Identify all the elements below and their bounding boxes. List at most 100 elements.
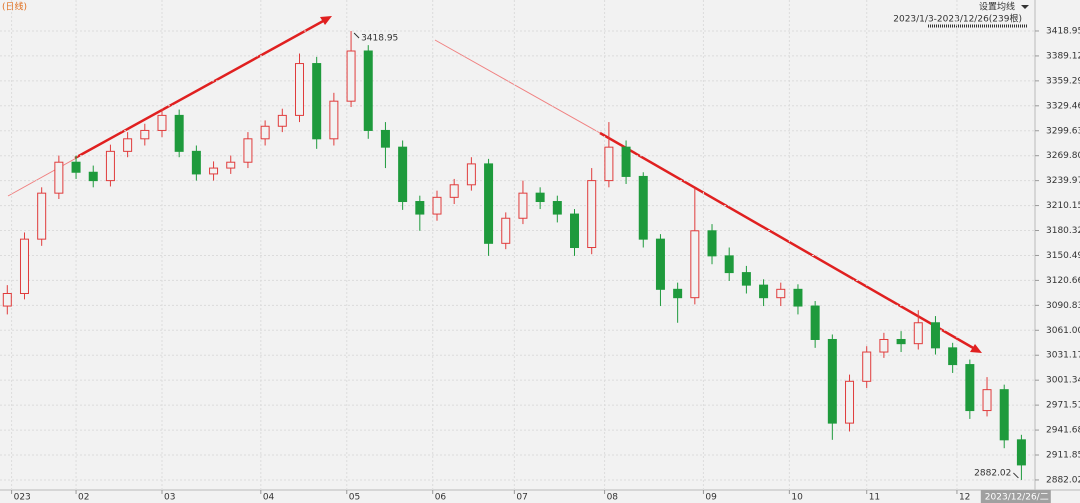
x-tick-label: 12 xyxy=(959,493,970,503)
trend-arrow-up xyxy=(74,18,326,160)
trend-line-down xyxy=(434,39,601,134)
y-tick-label: 3180.32 xyxy=(1046,226,1080,236)
candle-body xyxy=(845,380,855,424)
trend-arrow-down xyxy=(599,131,976,351)
x-tick-label: 05 xyxy=(349,493,360,503)
candle-body xyxy=(260,125,270,140)
candle-body xyxy=(570,213,580,249)
candle-body xyxy=(621,146,631,177)
candle-body xyxy=(140,129,150,140)
candle-body xyxy=(759,284,769,299)
x-tick-label: 02 xyxy=(78,493,89,503)
candle-body xyxy=(363,50,373,131)
candle-body xyxy=(793,288,803,307)
min-label: 2882.02 xyxy=(974,468,1011,478)
y-tick-label: 3150.49 xyxy=(1046,251,1080,261)
candle-body xyxy=(209,167,219,175)
y-tick-label: 3001.34 xyxy=(1046,376,1080,386)
candle-body xyxy=(71,161,81,173)
y-tick-label: 2911.85 xyxy=(1046,451,1080,461)
candle-body xyxy=(312,63,322,140)
candle-body xyxy=(243,138,253,163)
candle-body xyxy=(37,192,47,240)
y-tick-label: 2971.51 xyxy=(1046,401,1080,411)
candle-body xyxy=(724,255,734,274)
candle-body xyxy=(587,180,597,249)
candle-body xyxy=(965,364,975,412)
cursor-date: 2023/12/26/二 xyxy=(985,493,1049,503)
x-tick-label: 08 xyxy=(607,493,619,503)
candle-body xyxy=(896,338,906,345)
candle-body xyxy=(707,230,717,257)
cursor-date-bg xyxy=(980,490,1051,503)
candle-body xyxy=(105,150,115,182)
y-tick-label: 3359.29 xyxy=(1046,76,1080,86)
candle-body xyxy=(484,163,494,244)
candle-body xyxy=(638,175,648,240)
y-tick-label: 3269.80 xyxy=(1046,151,1080,161)
x-tick-label: 11 xyxy=(869,493,880,503)
candle-body xyxy=(380,129,390,148)
candle-body xyxy=(174,114,184,152)
y-tick-label: 3299.63 xyxy=(1046,126,1080,136)
x-tick-label: 04 xyxy=(263,493,275,503)
y-tick-label: 3210.15 xyxy=(1046,201,1080,211)
x-tick-label: 023 xyxy=(14,493,31,503)
candle-body xyxy=(398,146,408,203)
candle-body xyxy=(518,192,528,219)
y-tick-label: 2941.68 xyxy=(1046,426,1080,436)
candle-body xyxy=(776,288,786,299)
x-tick-label: 07 xyxy=(516,493,527,503)
y-tick-label: 3090.83 xyxy=(1046,301,1080,311)
max-pointer xyxy=(353,32,360,39)
period-label: (日线) xyxy=(2,1,27,13)
candle-body xyxy=(277,114,287,127)
candle-body xyxy=(191,150,201,175)
candle-body xyxy=(501,217,511,244)
candle-body xyxy=(930,322,940,349)
candle-body xyxy=(655,238,665,290)
candle-body xyxy=(913,322,923,345)
candle-body xyxy=(157,114,167,131)
y-tick-label: 3239.97 xyxy=(1046,176,1080,186)
candle-body xyxy=(810,305,820,340)
min-pointer xyxy=(1013,472,1019,479)
dropdown-icon[interactable] xyxy=(1021,5,1029,9)
candle-body xyxy=(999,389,1009,441)
y-tick-label: 3418.95 xyxy=(1046,26,1080,36)
candle-body xyxy=(432,196,442,215)
candle-body xyxy=(879,338,889,353)
candle-body xyxy=(54,161,64,194)
arrow-head xyxy=(970,344,982,353)
range-label: 2023/1/3-2023/12/26(239根) xyxy=(893,13,1022,25)
candle-body xyxy=(673,288,683,299)
candle-body xyxy=(294,63,304,116)
candle-body xyxy=(535,192,545,203)
y-tick-label: 3031.17 xyxy=(1046,351,1080,361)
y-tick-label: 3389.12 xyxy=(1046,51,1080,61)
y-tick-label: 3120.66 xyxy=(1046,276,1080,286)
y-tick-label: 3061.00 xyxy=(1046,326,1080,336)
candle-body xyxy=(2,292,12,307)
y-tick-label: 2882.02 xyxy=(1046,475,1080,485)
candle-body xyxy=(123,138,133,152)
candle-body xyxy=(449,184,459,198)
candle-body xyxy=(466,163,476,186)
candle-body xyxy=(862,351,872,382)
ma-setting-button[interactable]: 设置均线 xyxy=(979,1,1015,13)
x-tick-label: 06 xyxy=(435,493,447,503)
x-tick-label: 09 xyxy=(705,493,717,503)
x-tick-label: 03 xyxy=(164,493,175,503)
candle-body xyxy=(982,389,992,412)
candle-body xyxy=(827,338,837,424)
candle-body xyxy=(226,161,236,169)
x-tick-label: 10 xyxy=(791,493,803,503)
candle-body xyxy=(948,347,958,366)
candle-body xyxy=(19,238,29,294)
candle-body xyxy=(1016,439,1026,466)
candle-body xyxy=(690,230,700,299)
candle-body xyxy=(329,100,339,140)
candle-body xyxy=(88,171,98,182)
